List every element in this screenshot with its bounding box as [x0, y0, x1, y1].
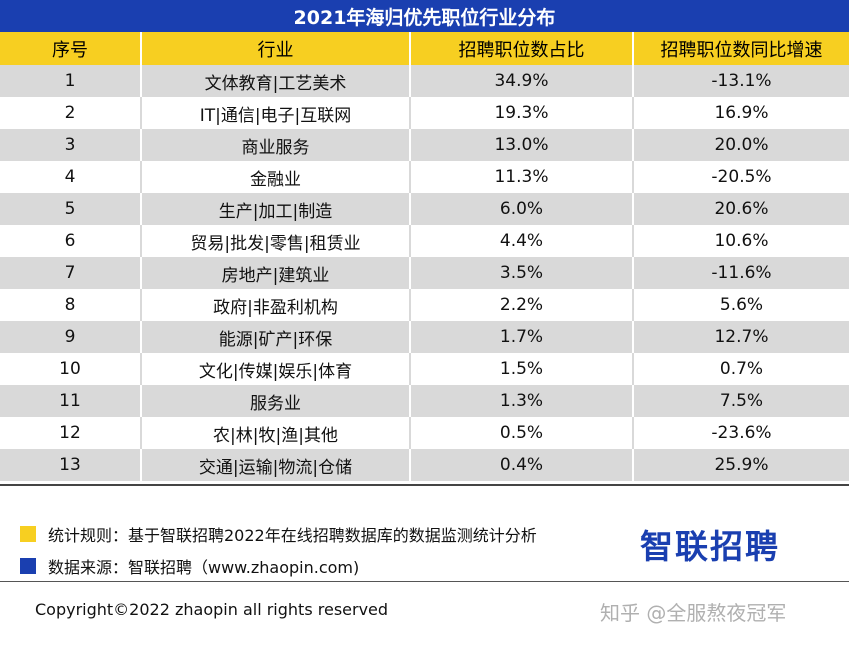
cell-share: 4.4% [410, 225, 634, 257]
cell-index: 12 [0, 417, 142, 449]
industry-table: 序号 行业 招聘职位数占比 招聘职位数同比增速 1 文体教育|工艺美术 34.9% -… [0, 32, 849, 481]
header-cell-share: 招聘职位数占比 [410, 32, 634, 65]
cell-industry: 服务业 [141, 385, 411, 417]
cell-share: 1.5% [410, 353, 634, 385]
cell-industry: 金融业 [141, 161, 411, 193]
table-row: 1 文体教育|工艺美术 34.9% -13.1% [0, 65, 849, 97]
table-body: 1 文体教育|工艺美术 34.9% -13.1% 2 IT|通信|电子|互联网 19.3% 1… [0, 65, 849, 481]
cell-growth: -20.5% [633, 161, 849, 193]
cell-share: 11.3% [410, 161, 634, 193]
cell-growth: 0.7% [633, 353, 849, 385]
cell-industry: 农|林|牧|渔|其他 [141, 417, 411, 449]
cell-index: 11 [0, 385, 142, 417]
blue-square-icon [20, 558, 36, 574]
table-title: 2021年海归优先职位行业分布 [0, 0, 849, 32]
cell-index: 7 [0, 257, 142, 289]
watermark-text: 知乎 @全服熬夜冠军 [600, 601, 787, 625]
table-row: 12 农|林|牧|渔|其他 0.5% -23.6% [0, 417, 849, 449]
header-cell-growth: 招聘职位数同比增速 [633, 32, 849, 65]
cell-growth: 7.5% [633, 385, 849, 417]
cell-industry: 交通|运输|物流|仓储 [141, 449, 411, 481]
cell-industry: 文化|传媒|娱乐|体育 [141, 353, 411, 385]
cell-index: 2 [0, 97, 142, 129]
cell-index: 8 [0, 289, 142, 321]
cell-share: 0.4% [410, 449, 634, 481]
cell-growth: 20.6% [633, 193, 849, 225]
zhaopin-logo: 智联招聘 [640, 527, 780, 566]
table-row: 7 房地产|建筑业 3.5% -11.6% [0, 257, 849, 289]
cell-share: 1.7% [410, 321, 634, 353]
footer-rule [0, 581, 849, 582]
cell-index: 3 [0, 129, 142, 161]
note-data-source-text: 数据来源：智联招聘（www.zhaopin.com) [48, 558, 360, 577]
cell-industry: 贸易|批发|零售|租赁业 [141, 225, 411, 257]
cell-share: 3.5% [410, 257, 634, 289]
cell-growth: -11.6% [633, 257, 849, 289]
cell-share: 6.0% [410, 193, 634, 225]
cell-share: 2.2% [410, 289, 634, 321]
cell-growth: 5.6% [633, 289, 849, 321]
cell-industry: 文体教育|工艺美术 [141, 65, 411, 97]
table-row: 10 文化|传媒|娱乐|体育 1.5% 0.7% [0, 353, 849, 385]
cell-share: 13.0% [410, 129, 634, 161]
cell-growth: 16.9% [633, 97, 849, 129]
cell-industry: 商业服务 [141, 129, 411, 161]
cell-growth: -13.1% [633, 65, 849, 97]
note-stat-rule: 统计规则：基于智联招聘2022年在线招聘数据库的数据监测统计分析 [20, 522, 537, 546]
cell-industry: 政府|非盈利机构 [141, 289, 411, 321]
cell-industry: 生产|加工|制造 [141, 193, 411, 225]
cell-index: 6 [0, 225, 142, 257]
cell-industry: IT|通信|电子|互联网 [141, 97, 411, 129]
table-row: 13 交通|运输|物流|仓储 0.4% 25.9% [0, 449, 849, 481]
yellow-square-icon [20, 526, 36, 542]
cell-share: 0.5% [410, 417, 634, 449]
header-cell-industry: 行业 [141, 32, 411, 65]
cell-index: 13 [0, 449, 142, 481]
table-header-row: 序号 行业 招聘职位数占比 招聘职位数同比增速 [0, 32, 849, 65]
table-row: 3 商业服务 13.0% 20.0% [0, 129, 849, 161]
copyright-text: Copyright©2022 zhaopin all rights reserv… [35, 600, 389, 619]
cell-industry: 能源|矿产|环保 [141, 321, 411, 353]
cell-index: 4 [0, 161, 142, 193]
cell-industry: 房地产|建筑业 [141, 257, 411, 289]
table-row: 9 能源|矿产|环保 1.7% 12.7% [0, 321, 849, 353]
header-cell-index: 序号 [0, 32, 142, 65]
cell-growth: 20.0% [633, 129, 849, 161]
cell-growth: 25.9% [633, 449, 849, 481]
note-stat-rule-text: 统计规则：基于智联招聘2022年在线招聘数据库的数据监测统计分析 [48, 526, 537, 545]
cell-index: 1 [0, 65, 142, 97]
cell-share: 19.3% [410, 97, 634, 129]
table-row: 8 政府|非盈利机构 2.2% 5.6% [0, 289, 849, 321]
cell-index: 9 [0, 321, 142, 353]
cell-growth: -23.6% [633, 417, 849, 449]
table-row: 11 服务业 1.3% 7.5% [0, 385, 849, 417]
cell-index: 10 [0, 353, 142, 385]
cell-growth: 12.7% [633, 321, 849, 353]
table-bottom-rule [0, 484, 849, 486]
table-row: 2 IT|通信|电子|互联网 19.3% 16.9% [0, 97, 849, 129]
note-data-source: 数据来源：智联招聘（www.zhaopin.com) [20, 554, 359, 578]
table-row: 6 贸易|批发|零售|租赁业 4.4% 10.6% [0, 225, 849, 257]
table-row: 4 金融业 11.3% -20.5% [0, 161, 849, 193]
cell-growth: 10.6% [633, 225, 849, 257]
cell-share: 1.3% [410, 385, 634, 417]
table-row: 5 生产|加工|制造 6.0% 20.6% [0, 193, 849, 225]
cell-share: 34.9% [410, 65, 634, 97]
cell-index: 5 [0, 193, 142, 225]
